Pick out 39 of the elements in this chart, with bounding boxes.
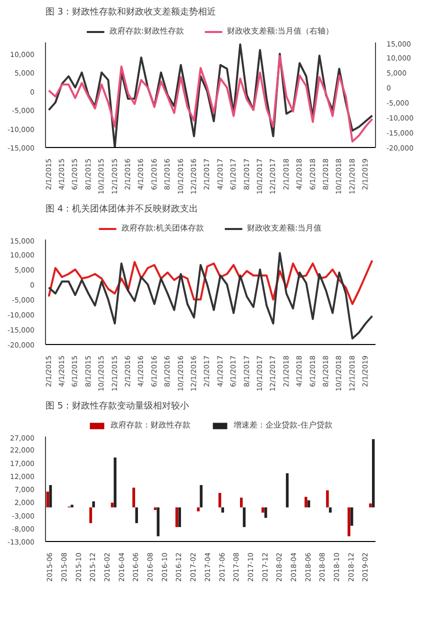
bar xyxy=(92,501,95,508)
bar xyxy=(307,500,310,508)
bar xyxy=(196,507,200,512)
bar xyxy=(49,485,52,508)
bar xyxy=(89,507,92,524)
bar xyxy=(304,496,308,508)
bar xyxy=(350,507,354,526)
bar xyxy=(178,507,182,528)
bar xyxy=(372,439,375,508)
chart-title: 图 3：财政性存款和财政收支差额走势相近 xyxy=(46,6,216,18)
bar xyxy=(240,498,243,508)
line-series xyxy=(48,260,374,305)
bar xyxy=(46,492,50,508)
legend-label: 财政收支差额:当月值 xyxy=(247,222,322,234)
legend-label: 政府存款：财政性存款 xyxy=(110,420,191,430)
legend-label: 政府存款:机关团体存款 xyxy=(121,222,204,234)
bar xyxy=(175,507,178,528)
bar xyxy=(286,473,289,508)
bar xyxy=(242,507,246,528)
line-series xyxy=(48,43,374,148)
bar xyxy=(369,503,372,508)
bar xyxy=(156,507,160,536)
chart-title: 图 5：财政性存款变动量级相对较小 xyxy=(46,400,190,412)
bar xyxy=(326,490,329,508)
legend-label: 财政收支差额:当月值（右轴） xyxy=(227,26,334,36)
bar xyxy=(132,488,136,508)
bar xyxy=(348,507,350,536)
bar xyxy=(218,492,222,508)
line-series xyxy=(48,55,374,142)
bar xyxy=(110,502,114,508)
bar xyxy=(135,507,138,524)
bar xyxy=(264,507,268,518)
chart-title: 图 4：机关团体团体并不反映财政支出 xyxy=(46,204,198,214)
legend-label: 增速差：企业贷款-住户贷款 xyxy=(234,420,332,430)
line-series xyxy=(48,252,374,340)
bar xyxy=(200,485,203,508)
bar xyxy=(114,458,116,508)
legend-label: 政府存款:财政性存款 xyxy=(109,26,184,36)
bar xyxy=(70,504,74,508)
